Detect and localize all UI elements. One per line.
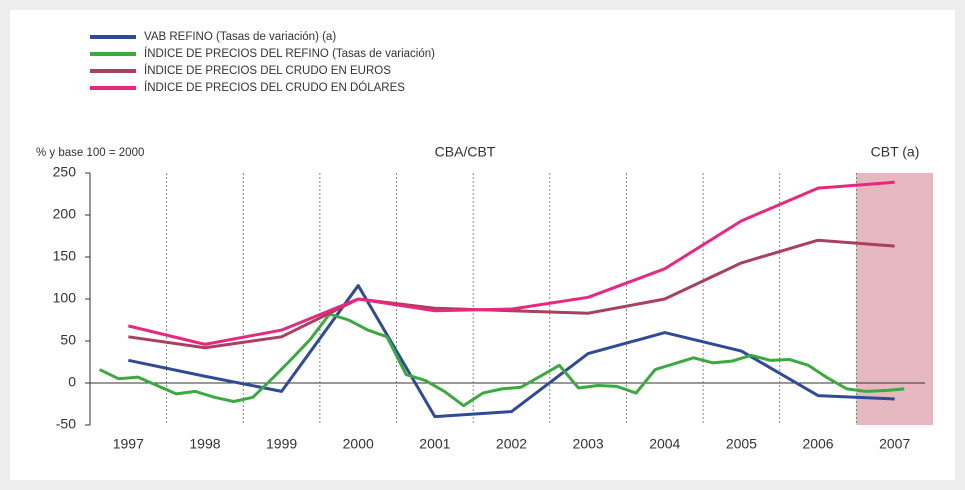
y-tick-label: -50 [56, 416, 76, 432]
series-line [127, 180, 895, 346]
annotation: CBA/CBT [435, 144, 496, 160]
chart-panel [10, 10, 955, 480]
x-tick-label: 2004 [649, 436, 680, 452]
legend-label: VAB REFINO (Tasas de variación) (a) [144, 31, 336, 43]
y-tick-label: 200 [53, 206, 77, 222]
x-tick-label: 1999 [266, 436, 297, 452]
x-tick-label: 2006 [802, 436, 833, 452]
x-tick-label: 1997 [113, 436, 144, 452]
shaded-region [856, 173, 933, 425]
legend-label: ÍNDICE DE PRECIOS DEL REFINO (Tasas de v… [144, 47, 435, 60]
x-tick-label: 1998 [189, 436, 220, 452]
series-line [128, 284, 895, 419]
legend-label: ÍNDICE DE PRECIOS DEL CRUDO EN DÓLARES [144, 81, 405, 94]
y-tick-label: 250 [53, 164, 77, 180]
y-tick-label: 50 [60, 332, 76, 348]
legend-label: ÍNDICE DE PRECIOS DEL CRUDO EN EUROS [144, 64, 391, 77]
y-tick-label: 0 [68, 374, 76, 390]
annotation: CBT (a) [871, 144, 920, 160]
x-tick-label: 2001 [419, 436, 450, 452]
x-tick-label: 2002 [496, 436, 527, 452]
x-tick-label: 2007 [879, 436, 910, 452]
series-line [128, 238, 895, 350]
x-tick-label: 2000 [343, 436, 374, 452]
y-tick-label: 150 [53, 248, 77, 264]
y-axis-label: % y base 100 = 2000 [36, 147, 144, 159]
series-line [98, 312, 905, 408]
y-tick-label: 100 [53, 290, 77, 306]
x-tick-label: 2003 [573, 436, 604, 452]
x-tick-label: 2005 [726, 436, 757, 452]
